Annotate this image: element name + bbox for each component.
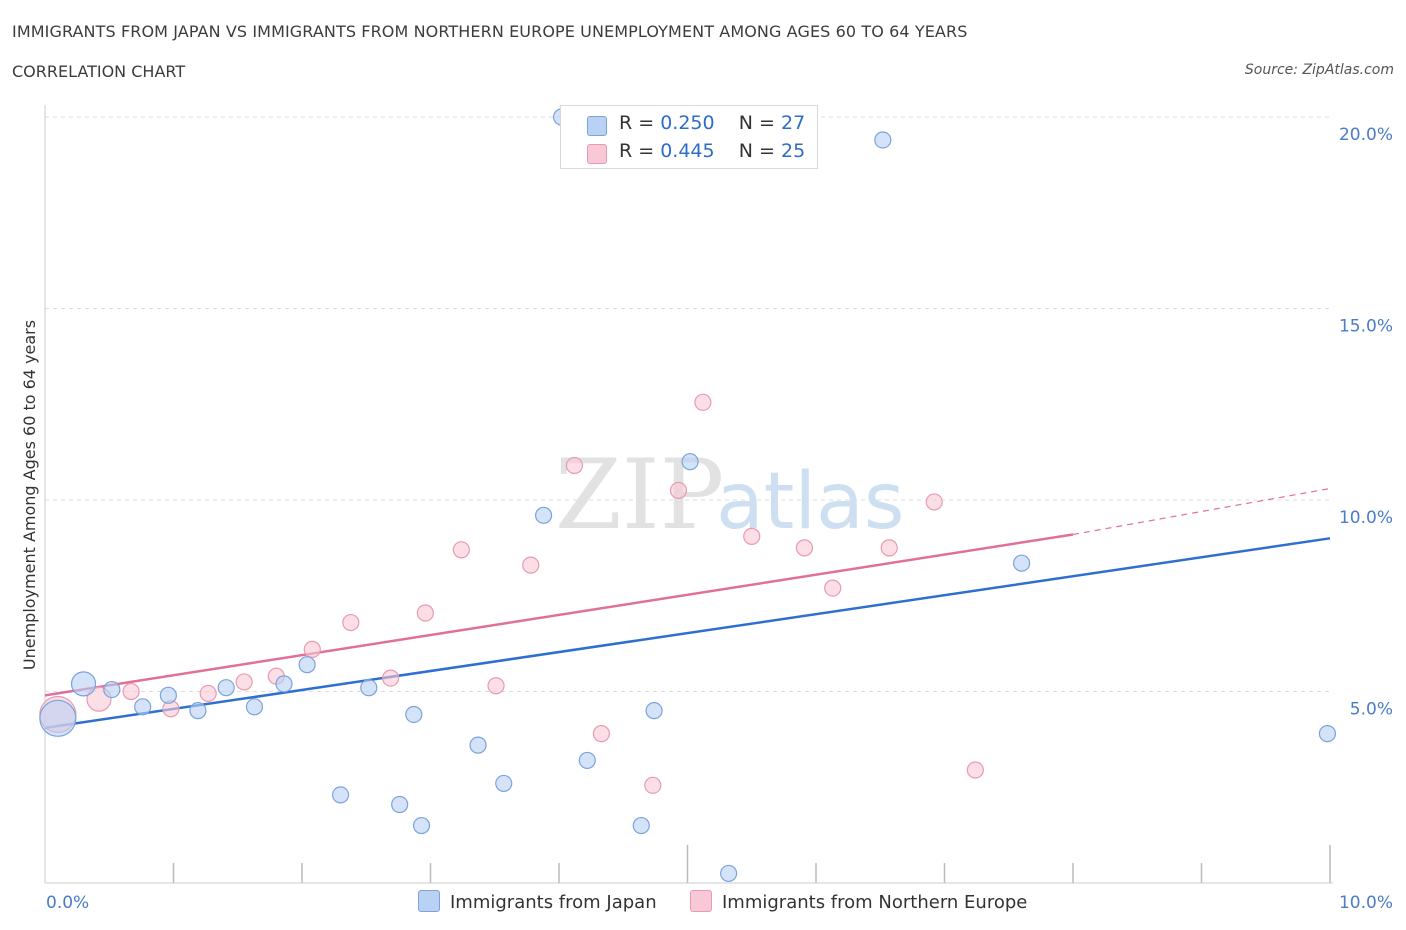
europe-point	[669, 481, 688, 500]
japan-point	[217, 679, 235, 697]
japan-point	[469, 736, 487, 754]
japan-point	[275, 675, 293, 693]
japan-point	[245, 698, 264, 716]
legend-r-label: R =	[619, 112, 655, 134]
europe-point	[880, 539, 898, 557]
japan-point	[681, 453, 699, 471]
bottom-legend-label-europe: Immigrants from Northern Europe	[722, 892, 1028, 913]
japan-point	[405, 705, 423, 724]
europe-point	[199, 684, 217, 703]
europe-trend-extension	[1072, 487, 1331, 536]
japan-point	[331, 786, 350, 804]
y-tick-label: 10.0%	[1339, 508, 1393, 528]
bottom-legend-swatch-japan	[418, 890, 440, 912]
europe-point	[644, 776, 662, 794]
japan-point	[189, 702, 207, 720]
bottom-legend-europe: Immigrants from Northern Europe	[690, 890, 1027, 913]
europe-point	[925, 493, 943, 511]
europe-point	[522, 556, 540, 574]
japan-point	[39, 699, 77, 737]
japan-point	[70, 671, 97, 697]
legend-n-value: 27	[781, 112, 806, 134]
legend-r-label: R =	[619, 140, 655, 162]
japan-point	[534, 506, 553, 524]
europe-point	[966, 761, 984, 779]
chart-subtitle: CORRELATION CHART	[12, 62, 186, 81]
japan-point	[103, 680, 121, 699]
japan-point	[360, 679, 378, 697]
source-label: Source: ZipAtlas.com	[1244, 62, 1394, 78]
europe-point	[342, 613, 360, 632]
japan-point	[159, 686, 177, 704]
europe-trend-line	[44, 533, 1074, 697]
bottom-legend-label-japan: Immigrants from Japan	[450, 892, 657, 913]
europe-point	[487, 677, 505, 695]
axes	[44, 105, 1333, 884]
y-axis-label: Unemployment Among Ages 60 to 64 years	[20, 320, 39, 670]
japan-point	[720, 864, 738, 883]
japan-trend-line	[44, 537, 1331, 730]
legend-text-japan: R = 0.250 N = 27	[619, 112, 805, 134]
europe-point	[303, 640, 321, 658]
legend: R = 0.250 N = 27 R = 0.445 N = 25	[560, 105, 818, 169]
europe-point	[452, 541, 470, 559]
y-tick-label: 20.0%	[1339, 125, 1393, 145]
bottom-legend-swatch-europe	[690, 890, 712, 912]
japan-point	[632, 816, 650, 835]
watermark: ZIP atlas	[555, 439, 905, 551]
legend-swatch-japan	[587, 116, 607, 136]
chart-title: IMMIGRANTS FROM JAPAN VS IMMIGRANTS FROM…	[12, 22, 968, 41]
trend-lines	[44, 487, 1331, 730]
legend-swatch-europe	[587, 144, 607, 164]
japan-point	[645, 702, 663, 720]
japan-point	[134, 698, 152, 716]
y-tick-label: 15.0%	[1339, 317, 1393, 337]
legend-r-value: 0.250	[660, 112, 715, 134]
europe-point	[694, 393, 712, 411]
legend-r-value: 0.445	[660, 140, 715, 162]
legend-n-label: N =	[738, 112, 775, 134]
japan-point	[1012, 554, 1031, 572]
europe-point	[743, 527, 761, 545]
x-tick-label: 0.0%	[46, 893, 89, 913]
japan-point	[391, 795, 409, 814]
legend-n-value: 25	[781, 140, 806, 162]
europe-point	[592, 725, 611, 743]
europe-point	[382, 669, 400, 687]
japan-point	[874, 131, 892, 149]
europe-point	[122, 682, 140, 701]
data-points	[39, 108, 1337, 883]
japan-point	[495, 774, 513, 793]
tick-labels: 5.0% 10.0% 15.0% 20.0% 0.0% 10.0%	[46, 125, 1393, 913]
legend-text-europe: R = 0.445 N = 25	[619, 140, 805, 162]
japan-point	[578, 751, 596, 770]
bottom-legend-japan: Immigrants from Japan	[418, 890, 657, 913]
japan-point	[298, 656, 316, 674]
japan-point	[1318, 725, 1337, 743]
legend-n-label: N =	[738, 140, 775, 162]
europe-point	[235, 673, 253, 691]
europe-point	[565, 456, 584, 475]
japan-point	[412, 816, 431, 835]
y-tick-label: 5.0%	[1350, 700, 1393, 720]
europe-point	[795, 539, 814, 557]
europe-point	[416, 604, 434, 622]
europe-point	[824, 579, 842, 597]
watermark-zip: ZIP	[555, 439, 724, 551]
x-tick-label: 10.0%	[1339, 893, 1393, 913]
